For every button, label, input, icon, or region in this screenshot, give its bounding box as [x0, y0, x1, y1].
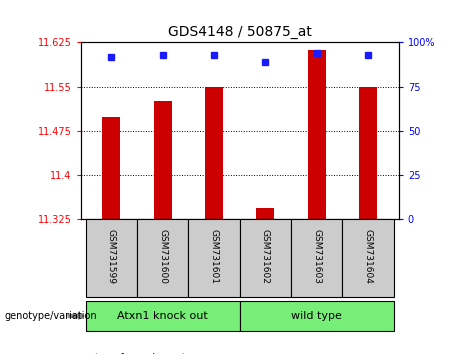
Bar	[189, 219, 240, 297]
Text: GSM731602: GSM731602	[261, 229, 270, 284]
Bar	[256, 208, 274, 219]
Bar	[359, 87, 377, 219]
Text: GSM731603: GSM731603	[312, 229, 321, 284]
Bar	[154, 102, 172, 219]
Bar	[240, 219, 291, 297]
Text: GSM731604: GSM731604	[363, 229, 372, 284]
Text: ■: ■	[81, 353, 90, 354]
Bar	[240, 301, 394, 331]
Text: Atxn1 knock out: Atxn1 knock out	[118, 311, 208, 321]
Title: GDS4148 / 50875_at: GDS4148 / 50875_at	[168, 25, 312, 39]
Bar	[291, 219, 343, 297]
Bar	[86, 219, 137, 297]
Bar	[343, 219, 394, 297]
Text: transformed count: transformed count	[95, 353, 185, 354]
Text: genotype/variation: genotype/variation	[5, 311, 97, 321]
Bar	[137, 219, 189, 297]
Text: GSM731600: GSM731600	[158, 229, 167, 284]
Text: GSM731601: GSM731601	[210, 229, 219, 284]
Bar	[307, 50, 325, 219]
Bar	[102, 118, 120, 219]
Text: wild type: wild type	[291, 311, 342, 321]
Text: GSM731599: GSM731599	[107, 229, 116, 284]
Bar	[205, 87, 223, 219]
Bar	[86, 301, 240, 331]
